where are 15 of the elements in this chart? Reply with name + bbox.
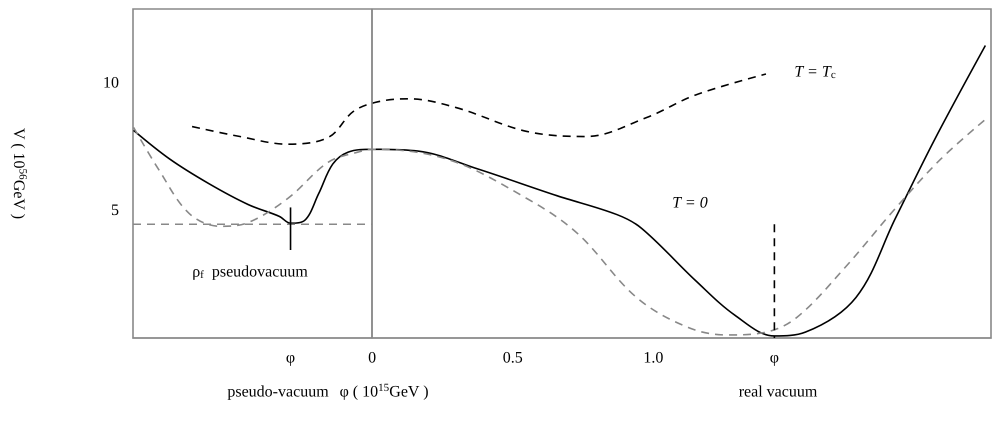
text: pseudo-vacuum	[227, 384, 330, 400]
x-tick-label: 1.0	[643, 350, 664, 366]
text: real vacuum	[738, 384, 818, 400]
line-series	[191, 73, 767, 145]
annotation: T = Tc	[794, 64, 836, 81]
y-axis-title: V ( 1056GeV )	[10, 128, 28, 220]
annotation: T = 0	[672, 194, 708, 212]
x-tick-label: φ	[770, 350, 780, 366]
y-tick-label: 10	[103, 74, 119, 92]
x-tick-label: 0.5	[502, 350, 523, 366]
y-tick-label: 5	[111, 202, 119, 219]
x-tick-label: 0	[368, 350, 376, 366]
x-tick-label: φ	[286, 350, 296, 366]
annotation: ρf pseudovacuum	[192, 264, 308, 281]
line-series	[132, 44, 986, 337]
